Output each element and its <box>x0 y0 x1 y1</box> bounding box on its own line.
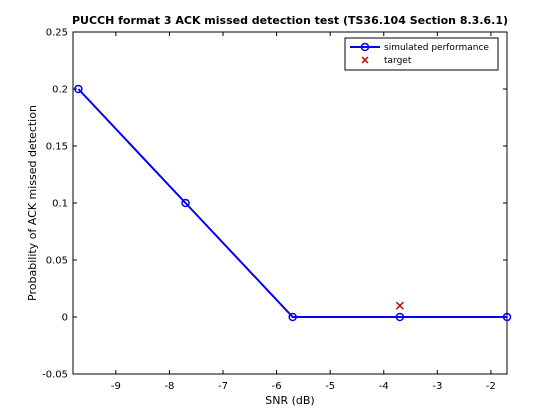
y-tick-label: 0.05 <box>46 256 68 267</box>
legend-label-target: target <box>384 56 412 66</box>
plot-area <box>72 31 508 375</box>
data-point-simulated-performance <box>502 312 512 322</box>
legend: simulated performance target <box>344 37 499 71</box>
y-tick-label: 0.15 <box>46 142 68 153</box>
x-tick-label: -6 <box>272 381 282 392</box>
data-point-simulated-performance <box>181 198 190 208</box>
x-tick-label: -7 <box>218 381 228 392</box>
legend-marker-target <box>361 56 369 64</box>
x-tick-label: -9 <box>111 381 121 392</box>
x-tick-label: -3 <box>432 381 442 392</box>
y-tick-label: 0.2 <box>52 85 68 96</box>
x-tick-label: -8 <box>164 381 174 392</box>
y-tick-label: 0 <box>62 313 68 324</box>
data-point-simulated-performance <box>74 84 83 94</box>
data-point-target <box>395 301 404 310</box>
chart-title: PUCCH format 3 ACK missed detection test… <box>72 14 508 27</box>
x-tick-label: -2 <box>486 381 496 392</box>
data-point-simulated-performance <box>288 312 297 322</box>
data-point-simulated-performance <box>395 312 405 322</box>
legend-label-simulated: simulated performance <box>384 43 489 53</box>
x-tick-label: -4 <box>379 381 389 392</box>
x-tick-label: -5 <box>325 381 335 392</box>
y-tick-label: 0.25 <box>46 28 68 39</box>
x-axis-label: SNR (dB) <box>265 394 314 407</box>
y-tick-label: 0.1 <box>52 199 68 210</box>
legend-marker-simulated <box>360 42 370 52</box>
y-tick-label: -0.05 <box>42 370 68 381</box>
legend-box <box>344 37 499 71</box>
y-axis-label: Probability of ACK missed detection <box>26 105 39 301</box>
series-line-simulated-performance <box>77 88 507 318</box>
